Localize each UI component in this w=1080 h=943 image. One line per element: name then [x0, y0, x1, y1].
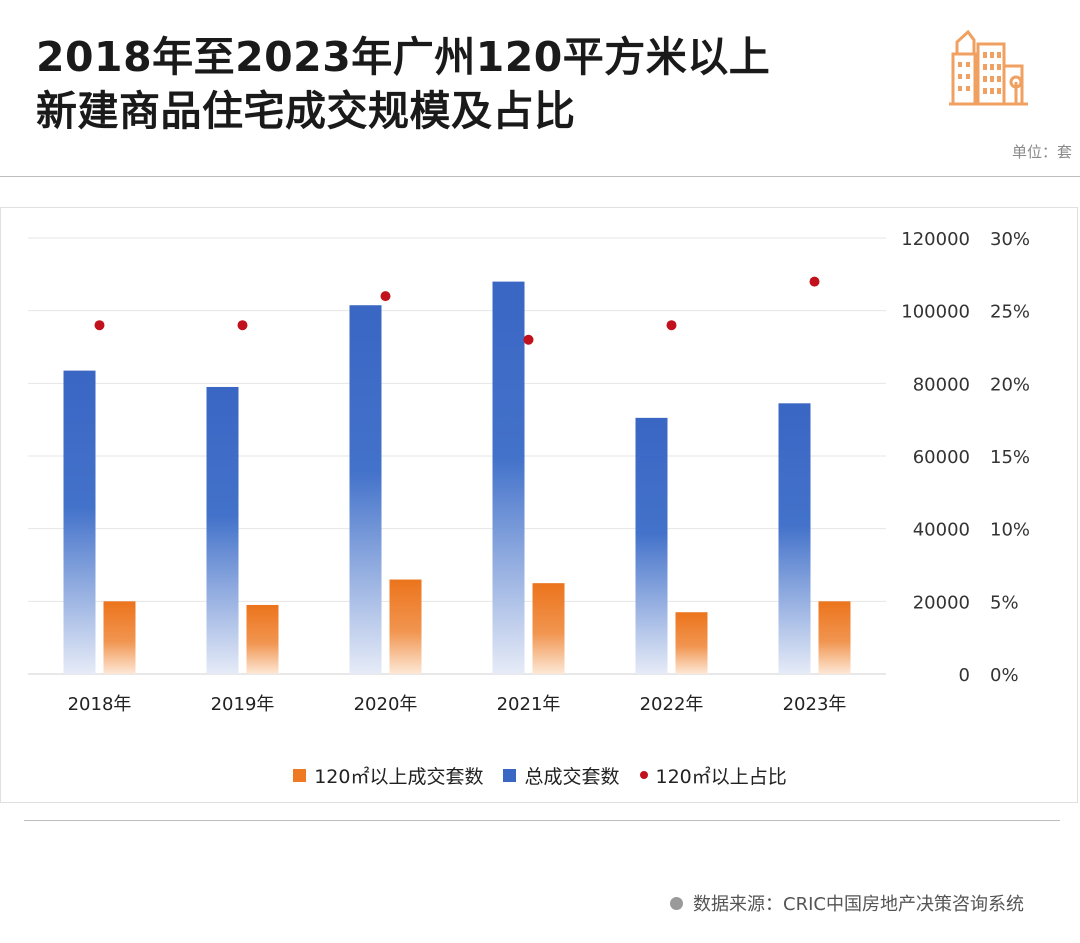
legend-swatch-dot — [639, 771, 648, 779]
bar-120-plus — [532, 583, 565, 674]
bar-total — [63, 370, 96, 674]
bar-120-plus — [103, 601, 136, 674]
unit-label: 单位：套 — [1011, 143, 1072, 161]
share-dot — [666, 320, 677, 331]
legend-swatch-bar — [503, 768, 517, 782]
x-tick-label: 2022年 — [640, 694, 704, 715]
bar-120-plus — [389, 579, 422, 674]
y-left-tick-label: 80000 — [913, 374, 970, 395]
x-tick-label: 2019年 — [211, 694, 275, 715]
y-left-tick-label: 0 — [959, 665, 970, 686]
y-right-tick-label: 10% — [990, 520, 1030, 541]
bar-total — [778, 403, 811, 674]
y-left-tick-label: 60000 — [913, 447, 970, 468]
legend-item: 120㎡以上成交套数 — [293, 762, 483, 789]
x-tick-label: 2021年 — [497, 694, 561, 715]
x-tick-label: 2023年 — [783, 694, 847, 715]
share-dot — [380, 291, 391, 302]
x-tick-label: 2018年 — [68, 694, 132, 715]
legend-label: 120㎡以上成交套数 — [314, 765, 484, 788]
legend-item: 120㎡以上占比 — [639, 762, 787, 789]
y-right-tick-label: 5% — [990, 592, 1019, 613]
share-dot — [237, 320, 248, 331]
legend-swatch-bar — [293, 768, 307, 782]
y-right-tick-label: 20% — [990, 374, 1030, 395]
chart-legend: 120㎡以上成交套数 总成交套数 120㎡以上占比 — [0, 760, 1080, 790]
legend-item: 总成交套数 — [503, 762, 620, 789]
share-dot — [94, 320, 105, 331]
share-dot — [809, 276, 820, 287]
legend-label: 120㎡以上占比 — [655, 765, 787, 788]
bottom-divider — [24, 820, 1060, 821]
y-left-tick-label: 40000 — [913, 520, 970, 541]
bar-total — [635, 417, 668, 674]
bar-total — [349, 305, 382, 674]
bar-120-plus — [675, 612, 708, 674]
share-dot — [523, 334, 534, 345]
bar-120-plus — [818, 601, 851, 674]
title-line-2: 新建商品住宅成交规模及占比 — [36, 87, 576, 135]
y-left-tick-label: 100000 — [901, 302, 970, 323]
data-source: 数据来源：CRIC中国房地产决策咨询系统 — [670, 890, 1024, 916]
legend-label: 总成交套数 — [524, 765, 620, 788]
chart-frame — [0, 207, 1078, 803]
bullet-icon — [670, 896, 684, 910]
source-text: 数据来源：CRIC中国房地产决策咨询系统 — [693, 894, 1024, 915]
y-right-tick-label: 25% — [990, 302, 1030, 323]
x-tick-label: 2020年 — [354, 694, 418, 715]
chart-title: 2018年至2023年广州120平方米以上 新建商品住宅成交规模及占比 — [36, 30, 916, 138]
y-right-tick-label: 30% — [990, 229, 1030, 250]
top-divider — [0, 176, 1080, 177]
y-right-tick-label: 15% — [990, 447, 1030, 468]
y-left-tick-label: 20000 — [913, 592, 970, 613]
bar-total — [206, 386, 239, 674]
bar-total — [492, 281, 525, 674]
title-line-1: 2018年至2023年广州120平方米以上 — [36, 33, 771, 81]
y-right-tick-label: 0% — [990, 665, 1019, 686]
y-left-tick-label: 120000 — [901, 229, 970, 250]
buildings-icon — [949, 29, 1028, 106]
bar-120-plus — [246, 604, 279, 674]
